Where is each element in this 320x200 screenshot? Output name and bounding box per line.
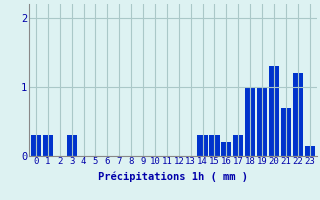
Bar <box>221 142 231 156</box>
Bar <box>281 108 291 156</box>
X-axis label: Précipitations 1h ( mm ): Précipitations 1h ( mm ) <box>98 172 248 182</box>
Bar <box>233 135 243 156</box>
Bar <box>245 87 255 156</box>
Bar <box>43 135 53 156</box>
Bar <box>197 135 208 156</box>
Bar <box>257 87 267 156</box>
Bar <box>305 146 315 156</box>
Bar <box>31 135 41 156</box>
Bar <box>209 135 220 156</box>
Bar <box>269 66 279 156</box>
Bar <box>293 73 303 156</box>
Bar <box>67 135 77 156</box>
